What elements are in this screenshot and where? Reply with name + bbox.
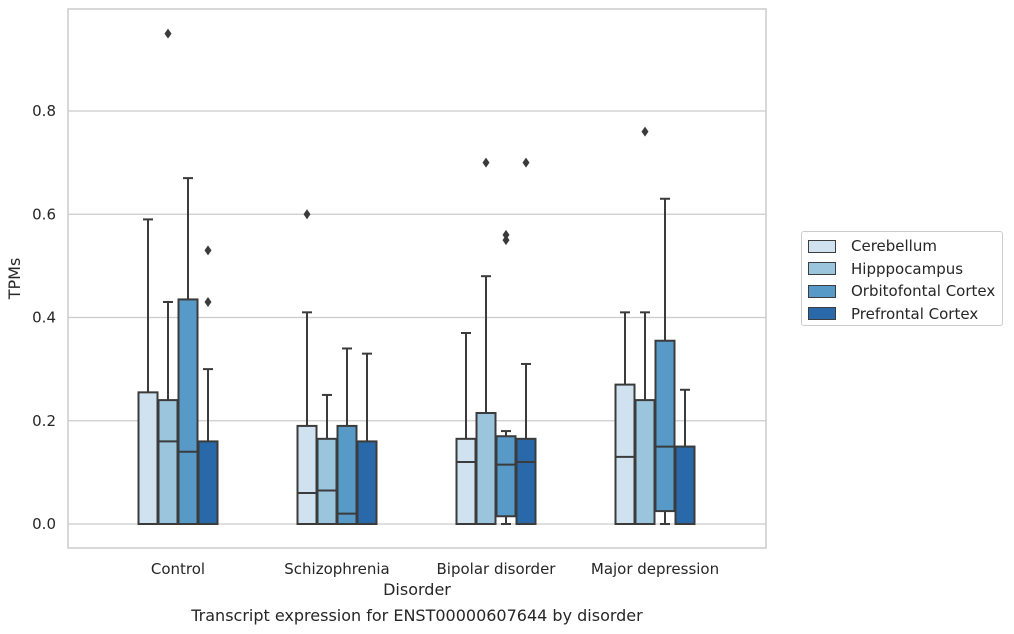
box-rect: [614, 383, 636, 525]
legend: Cerebellum Hipppocampus Orbitofontal Corte…: [801, 231, 1003, 326]
box-orbitofontal-cortex-1: [336, 347, 358, 526]
box-groups: [137, 28, 696, 526]
legend-label: Hipppocampus: [851, 259, 964, 278]
plot-area-frame: [67, 8, 767, 549]
outlier-point: [204, 245, 212, 256]
box-cerebellum-1: [296, 209, 318, 526]
legend-label: Prefrontal Cortex: [851, 304, 979, 323]
box-rect: [336, 424, 358, 526]
y-tick-label: 0.0: [32, 515, 56, 533]
outlier-point: [502, 229, 510, 240]
box-orbitofontal-cortex-2: [495, 229, 517, 525]
box-rect: [296, 424, 318, 526]
box-rect: [157, 399, 179, 526]
box-hipppocampus-1: [316, 393, 338, 526]
x-tick-label: Bipolar disorder: [437, 560, 557, 578]
y-axis-ticks: 0.0 0.2 0.4 0.6 0.8: [32, 102, 56, 533]
outlier-point: [303, 209, 311, 220]
outlier-point: [502, 235, 510, 246]
box-rect: [475, 412, 497, 526]
legend-swatch: [808, 284, 836, 298]
legend-label: Orbitofontal Cortex: [851, 282, 996, 300]
box-cerebellum-0: [137, 218, 159, 526]
y-tick-label: 0.6: [32, 205, 56, 223]
x-axis-label: Disorder: [383, 580, 451, 599]
figure-caption: Transcript expression for ENST0000060764…: [191, 606, 643, 625]
outlier-point: [641, 126, 649, 137]
x-tick-label: Control: [151, 560, 205, 578]
box-hipppocampus-0: [157, 28, 179, 526]
legend-swatch: [808, 262, 836, 275]
legend-label: Cerebellum: [851, 237, 937, 255]
box-rect: [674, 445, 696, 525]
y-tick-label: 0.8: [32, 102, 56, 120]
legend-item: Orbitofontal Cortex: [808, 281, 995, 301]
box-rect: [495, 435, 517, 518]
box-rect: [177, 298, 199, 525]
y-axis-label: TPMs: [5, 258, 24, 301]
box-hipppocampus-3: [634, 126, 656, 526]
box-orbitofontal-cortex-3: [654, 197, 676, 525]
box-rect: [197, 440, 219, 525]
box-rect: [316, 437, 338, 526]
legend-swatch: [808, 307, 836, 320]
y-tick-label: 0.4: [32, 309, 56, 327]
box-prefrontal-cortex-1: [356, 352, 378, 525]
x-axis-ticks: Control Schizophrenia Bipolar disorder Majo…: [151, 560, 719, 578]
box-rect: [634, 399, 656, 526]
x-tick-label: Major depression: [591, 560, 719, 578]
legend-item: Cerebellum: [808, 236, 937, 256]
box-hipppocampus-2: [475, 157, 497, 526]
box-prefrontal-cortex-2: [515, 157, 537, 526]
box-cerebellum-2: [455, 331, 477, 526]
legend-item: Prefrontal Cortex: [808, 304, 978, 324]
box-cerebellum-3: [614, 311, 636, 525]
outlier-point: [522, 157, 530, 168]
box-rect: [356, 440, 378, 525]
box-rect: [515, 437, 537, 526]
outlier-point: [482, 157, 490, 168]
outlier-point: [204, 297, 212, 308]
legend-item: Hipppocampus: [808, 259, 963, 279]
box-orbitofontal-cortex-0: [177, 177, 199, 525]
legend-swatch: [808, 239, 836, 253]
box-prefrontal-cortex-0: [197, 245, 219, 525]
box-rect: [137, 391, 159, 526]
box-prefrontal-cortex-3: [674, 388, 696, 525]
y-tick-label: 0.2: [32, 412, 56, 430]
box-rect: [455, 437, 477, 526]
outlier-point: [164, 28, 172, 39]
x-tick-label: Schizophrenia: [284, 560, 389, 578]
box-rect: [654, 339, 676, 513]
